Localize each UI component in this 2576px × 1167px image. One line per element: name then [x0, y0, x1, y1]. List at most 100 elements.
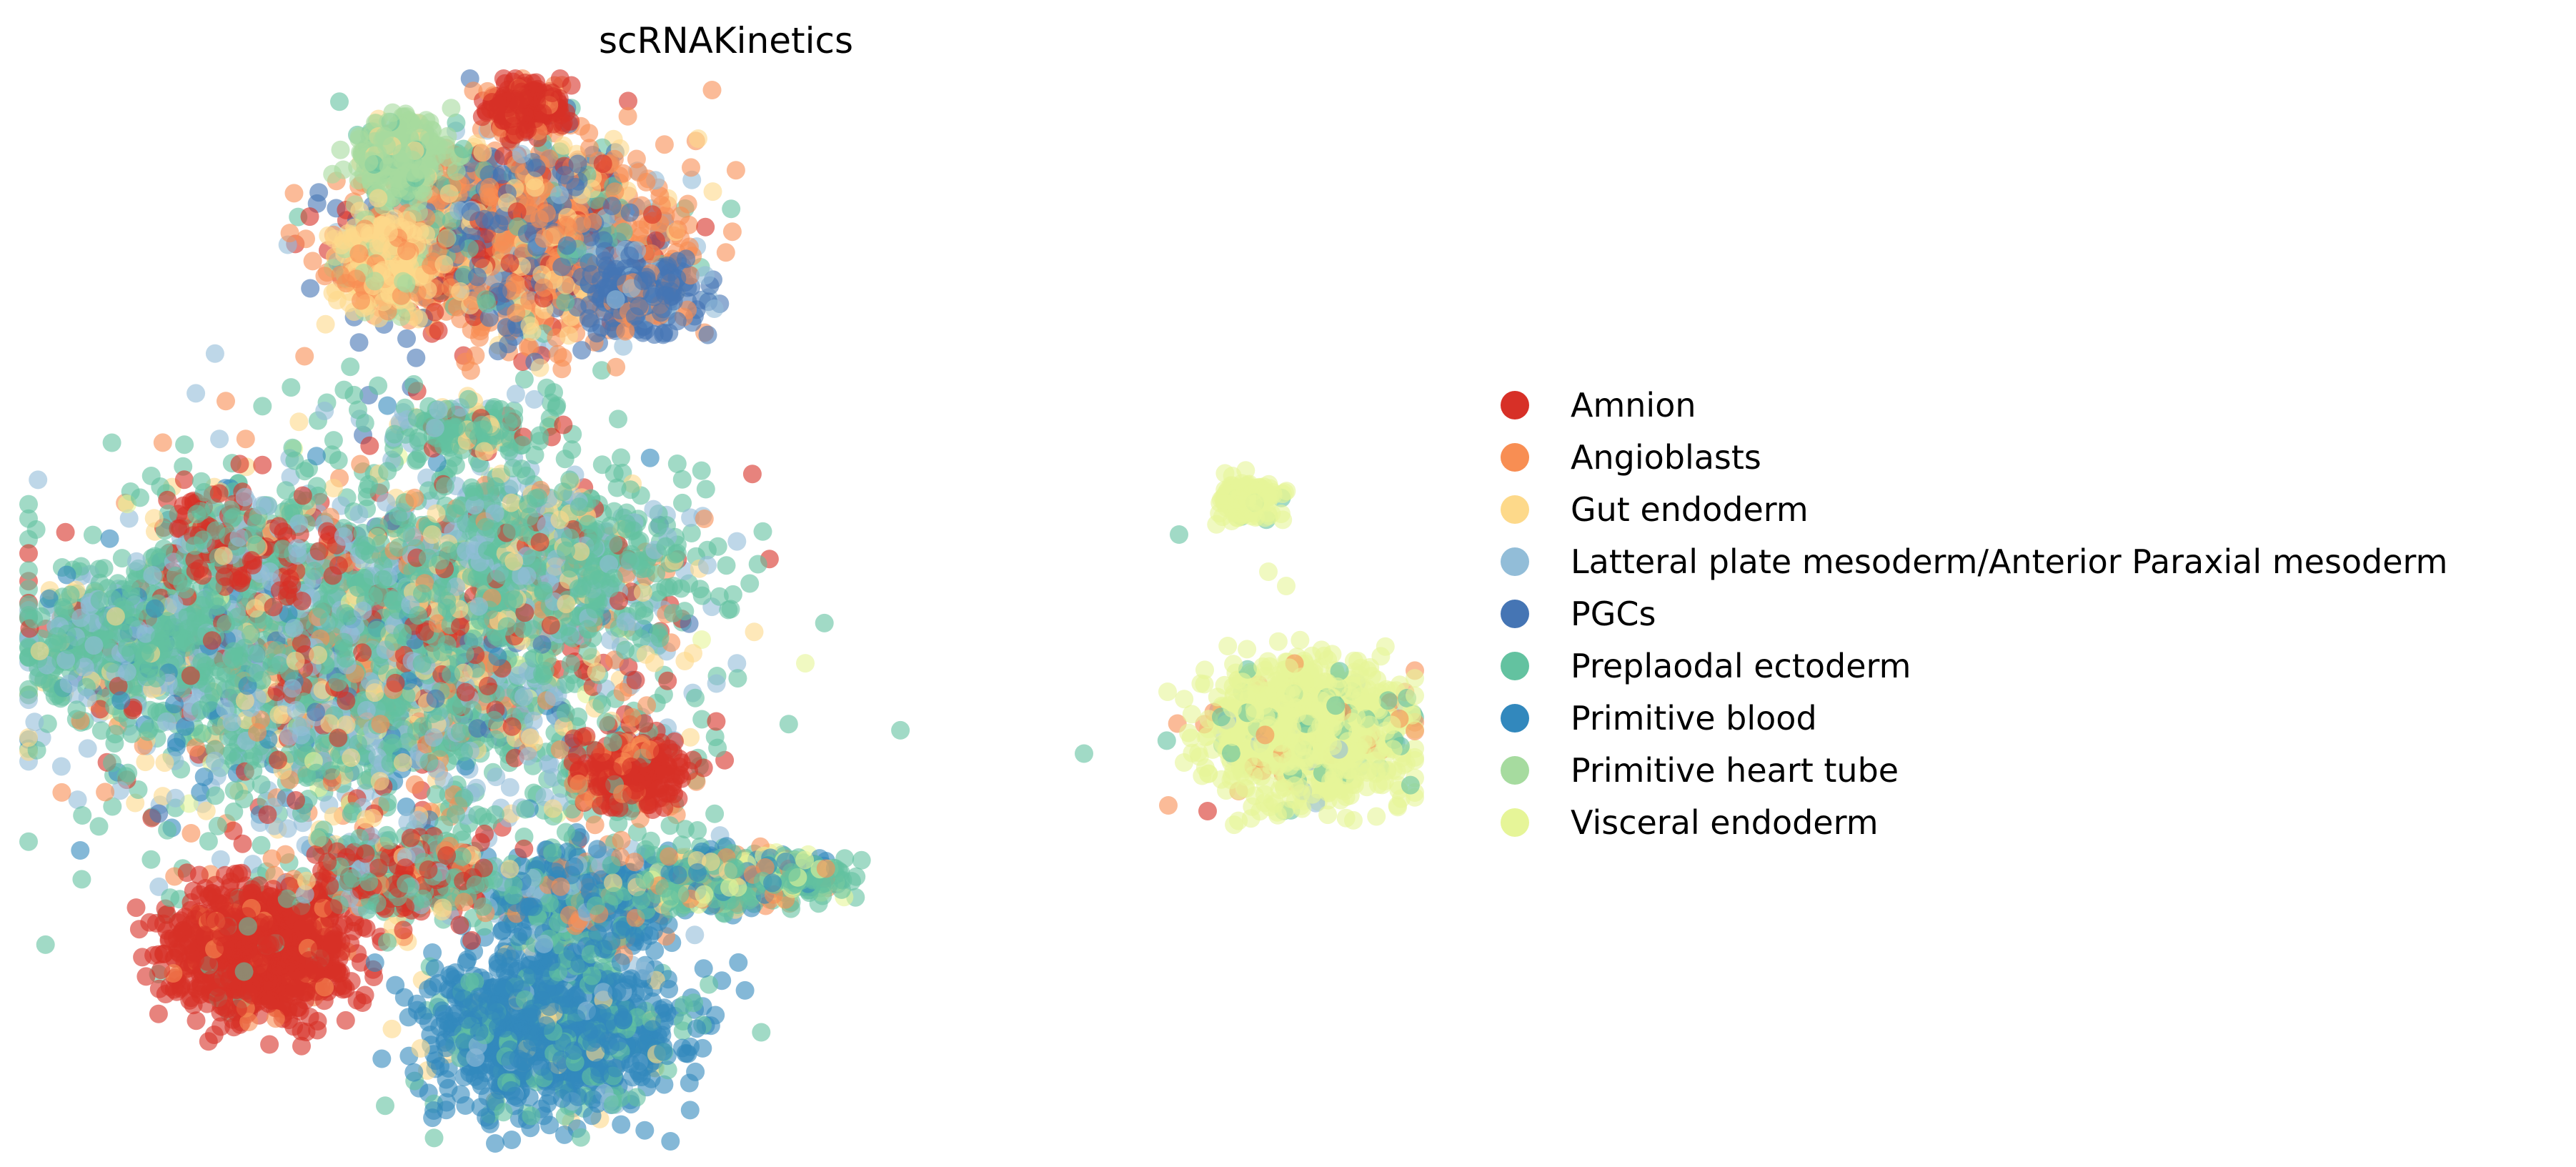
scatter-point — [141, 850, 161, 869]
scatter-point — [241, 625, 260, 644]
scatter-point — [891, 720, 910, 740]
scatter-point — [284, 619, 304, 637]
scatter-point — [287, 791, 305, 810]
scatter-point — [393, 753, 412, 772]
scatter-point — [716, 243, 735, 262]
scatter-point — [292, 725, 311, 745]
scatter-point — [143, 566, 162, 585]
scatter-point — [779, 715, 798, 734]
scatter-point — [652, 743, 672, 763]
scatter-point — [577, 727, 596, 746]
scatter-point — [342, 748, 361, 768]
scatter-point — [165, 695, 184, 714]
scatter-point — [469, 597, 489, 616]
scatter-point — [328, 672, 347, 692]
scatter-point — [51, 757, 71, 776]
scatter-point — [29, 470, 48, 490]
scatter-point — [244, 525, 264, 545]
scatter-point — [524, 649, 544, 668]
scatter-point — [315, 402, 334, 420]
scatter-point — [309, 542, 329, 561]
scatter-point — [686, 688, 705, 707]
scatter-point — [72, 870, 91, 889]
scatter-point — [222, 743, 242, 762]
scatter-point — [502, 717, 522, 736]
scatter-point — [578, 641, 597, 660]
scatter-point — [484, 710, 504, 730]
scatter-point — [336, 604, 355, 623]
scatter-point — [244, 761, 263, 780]
scatter-point — [312, 600, 331, 619]
scatter-point — [561, 654, 580, 673]
scatter-point — [30, 642, 49, 660]
scatter-point — [136, 753, 155, 772]
scatter-point — [648, 518, 667, 537]
scatter-point — [246, 599, 264, 618]
scatter-point — [349, 505, 369, 524]
scatter-point — [235, 487, 254, 507]
scatter-point — [253, 455, 272, 475]
scatter-point — [592, 695, 612, 714]
scatter-point — [727, 532, 747, 551]
scatter-point — [141, 467, 161, 485]
scatter-point — [309, 645, 328, 665]
scatter-point — [612, 448, 630, 467]
scatter-point — [304, 561, 324, 580]
scatter-point — [604, 569, 623, 588]
scatter-point — [19, 495, 38, 514]
scatter-point — [185, 536, 204, 555]
scatter-point — [205, 751, 224, 770]
scatter-point — [230, 455, 249, 474]
scatter-point — [174, 470, 194, 490]
scatter-point — [52, 783, 71, 802]
scatter-point — [454, 743, 473, 762]
scatter-point — [517, 566, 537, 585]
scatter-point — [650, 628, 670, 647]
scatter-point — [676, 820, 695, 839]
scatter-point — [515, 523, 534, 542]
scatter-point — [288, 539, 307, 558]
scatter-point — [696, 480, 715, 499]
scatter-point — [407, 348, 426, 367]
scatter-point — [287, 700, 306, 720]
scatter-point — [635, 606, 654, 625]
scatter-point — [202, 631, 222, 650]
scatter-point — [604, 534, 623, 553]
scatter-point — [209, 484, 229, 503]
scatter-point — [638, 795, 657, 815]
scatter-point — [609, 409, 627, 429]
scatter-point — [455, 644, 474, 663]
scatter-point — [616, 612, 635, 631]
scatter-point — [89, 560, 109, 579]
scatter-point — [640, 448, 660, 467]
scatter-point — [334, 527, 353, 546]
scatter-point — [409, 606, 427, 625]
scatter-point — [19, 561, 38, 580]
scatter-point — [692, 586, 712, 605]
scatter-point — [269, 517, 289, 536]
scatter-point — [78, 739, 97, 758]
scatter-point — [102, 433, 121, 452]
scatter-point — [264, 597, 283, 617]
scatter-point — [83, 525, 102, 545]
scatter-point — [19, 832, 38, 851]
scatter-point — [633, 583, 652, 602]
scatter-point — [669, 789, 688, 808]
scatter-point — [603, 761, 622, 780]
scatter-point — [522, 549, 542, 568]
scatter-point — [121, 643, 140, 662]
scatter-point — [519, 747, 538, 766]
scatter-point — [253, 397, 272, 416]
scatter-point — [514, 687, 533, 707]
scatter-point — [173, 573, 192, 592]
scatter-point — [485, 805, 504, 824]
scatter-point — [622, 707, 642, 727]
scatter-point — [353, 601, 372, 620]
scatter-point — [530, 532, 549, 552]
scatter-point — [175, 435, 194, 455]
scatter-point — [544, 687, 564, 706]
scatter-point — [710, 587, 729, 606]
scatter-point — [140, 719, 159, 738]
scatter-point — [557, 595, 576, 614]
scatter-point — [36, 935, 55, 954]
